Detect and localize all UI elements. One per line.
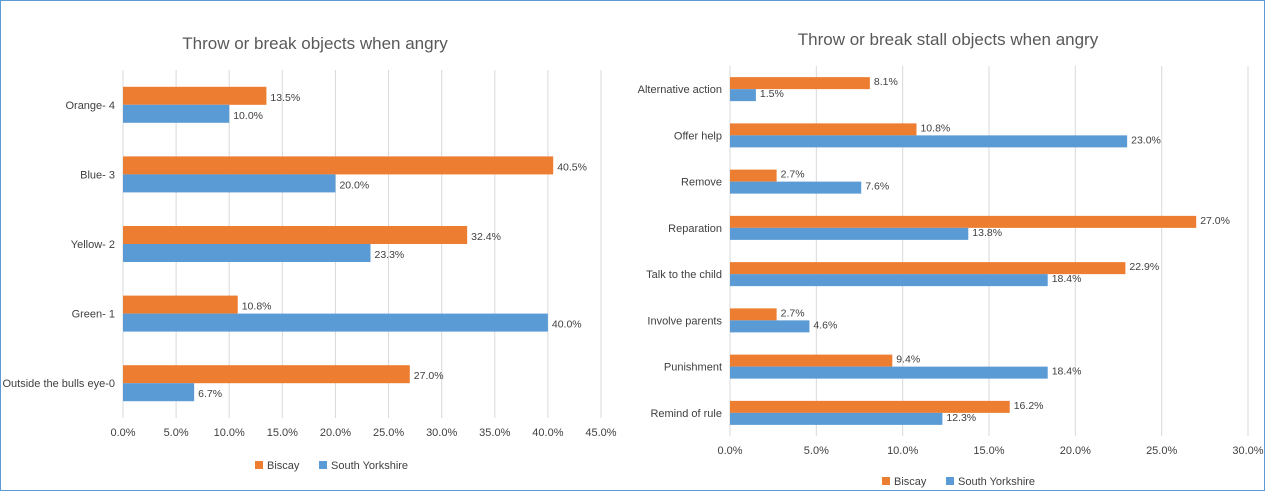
x-tick-label: 15.0% xyxy=(973,445,1004,457)
data-label: 18.4% xyxy=(1052,273,1082,285)
x-tick-label: 10.0% xyxy=(887,445,918,457)
bar-biscay xyxy=(123,295,238,314)
x-tick-label: 0.0% xyxy=(110,427,135,439)
category-label: Remind of rule xyxy=(650,408,722,420)
data-label: 4.6% xyxy=(813,319,837,331)
bar-biscay xyxy=(123,226,468,244)
data-label: 8.1% xyxy=(874,76,898,88)
data-label: 13.8% xyxy=(972,227,1002,239)
bar-biscay xyxy=(123,86,267,105)
x-tick-label: 15.0% xyxy=(267,427,298,439)
bar-south-yorkshire xyxy=(123,104,230,123)
bar-south-yorkshire xyxy=(730,320,810,333)
bar-biscay xyxy=(730,123,917,136)
x-tick-label: 30.0% xyxy=(1232,445,1263,457)
x-tick-label: 35.0% xyxy=(479,427,510,439)
bar-biscay xyxy=(730,354,893,367)
bar-south-yorkshire xyxy=(730,227,969,240)
data-label: 27.0% xyxy=(414,370,444,382)
bar-south-yorkshire xyxy=(123,313,548,332)
x-tick-label: 25.0% xyxy=(373,427,404,439)
legend-label: South Yorkshire xyxy=(958,476,1035,488)
data-label: 2.7% xyxy=(781,307,805,319)
bar-south-yorkshire xyxy=(730,135,1128,148)
bar-south-yorkshire xyxy=(730,366,1048,379)
x-tick-label: 20.0% xyxy=(1060,445,1091,457)
data-label: 22.9% xyxy=(1129,261,1159,273)
legend-swatch-biscay xyxy=(882,477,890,485)
x-tick-label: 45.0% xyxy=(585,427,616,439)
x-tick-label: 30.0% xyxy=(426,427,457,439)
data-label: 27.0% xyxy=(1200,215,1230,227)
data-label: 10.8% xyxy=(242,301,272,313)
bar-south-yorkshire xyxy=(123,244,371,262)
data-label: 18.4% xyxy=(1052,366,1082,378)
category-label: Remove xyxy=(681,177,722,189)
legend-swatch-biscay xyxy=(255,461,263,469)
data-label: 20.0% xyxy=(339,179,369,191)
x-tick-label: 5.0% xyxy=(164,427,189,439)
data-label: 40.0% xyxy=(552,319,582,331)
data-label: 7.6% xyxy=(865,181,889,193)
category-label: Involve parents xyxy=(647,315,722,327)
category-label: Outside the bulls eye-0 xyxy=(2,378,115,390)
data-label: 2.7% xyxy=(781,169,805,181)
data-label: 6.7% xyxy=(198,388,222,400)
x-tick-label: 5.0% xyxy=(804,445,829,457)
bar-biscay xyxy=(730,262,1126,275)
legend-label: South Yorkshire xyxy=(331,460,408,472)
bar-south-yorkshire xyxy=(123,383,195,402)
x-tick-label: 25.0% xyxy=(1146,445,1177,457)
data-label: 16.2% xyxy=(1014,400,1044,412)
data-label: 1.5% xyxy=(760,88,784,100)
data-label: 10.0% xyxy=(233,110,263,122)
legend-swatch-south-yorkshire xyxy=(319,461,327,469)
data-label: 12.3% xyxy=(946,412,976,424)
x-tick-label: 40.0% xyxy=(532,427,563,439)
data-label: 23.3% xyxy=(374,249,404,261)
bar-biscay xyxy=(730,215,1197,228)
data-label: 10.8% xyxy=(920,122,950,134)
x-tick-label: 10.0% xyxy=(214,427,245,439)
category-label: Yellow- 2 xyxy=(71,239,115,251)
category-label: Orange- 4 xyxy=(65,100,115,112)
category-label: Talk to the child xyxy=(646,269,722,281)
data-label: 40.5% xyxy=(557,161,587,173)
data-label: 9.4% xyxy=(896,354,920,366)
bar-biscay xyxy=(730,308,777,321)
bar-south-yorkshire xyxy=(730,412,943,425)
bar-biscay xyxy=(730,400,1010,413)
data-label: 13.5% xyxy=(270,92,300,104)
x-tick-label: 20.0% xyxy=(320,427,351,439)
legend-label: Biscay xyxy=(894,476,927,488)
chart-title: Throw or break stall objects when angry xyxy=(798,30,1099,49)
category-label: Alternative action xyxy=(638,84,722,96)
bar-south-yorkshire xyxy=(730,181,862,194)
bar-south-yorkshire xyxy=(123,174,336,193)
chart-title: Throw or break objects when angry xyxy=(182,34,448,53)
category-label: Blue- 3 xyxy=(80,169,115,181)
bar-south-yorkshire xyxy=(730,274,1048,287)
category-label: Reparation xyxy=(668,223,722,235)
bar-biscay xyxy=(123,156,554,175)
legend-label: Biscay xyxy=(267,460,300,472)
legend-swatch-south-yorkshire xyxy=(946,477,954,485)
x-tick-label: 0.0% xyxy=(717,445,742,457)
data-label: 23.0% xyxy=(1131,134,1161,146)
data-label: 32.4% xyxy=(471,231,501,243)
category-label: Punishment xyxy=(664,362,722,374)
category-label: Offer help xyxy=(674,130,722,142)
bar-biscay xyxy=(730,77,870,90)
bar-biscay xyxy=(730,169,777,182)
bar-south-yorkshire xyxy=(730,89,756,102)
category-label: Green- 1 xyxy=(72,309,115,321)
bar-biscay xyxy=(123,365,410,384)
